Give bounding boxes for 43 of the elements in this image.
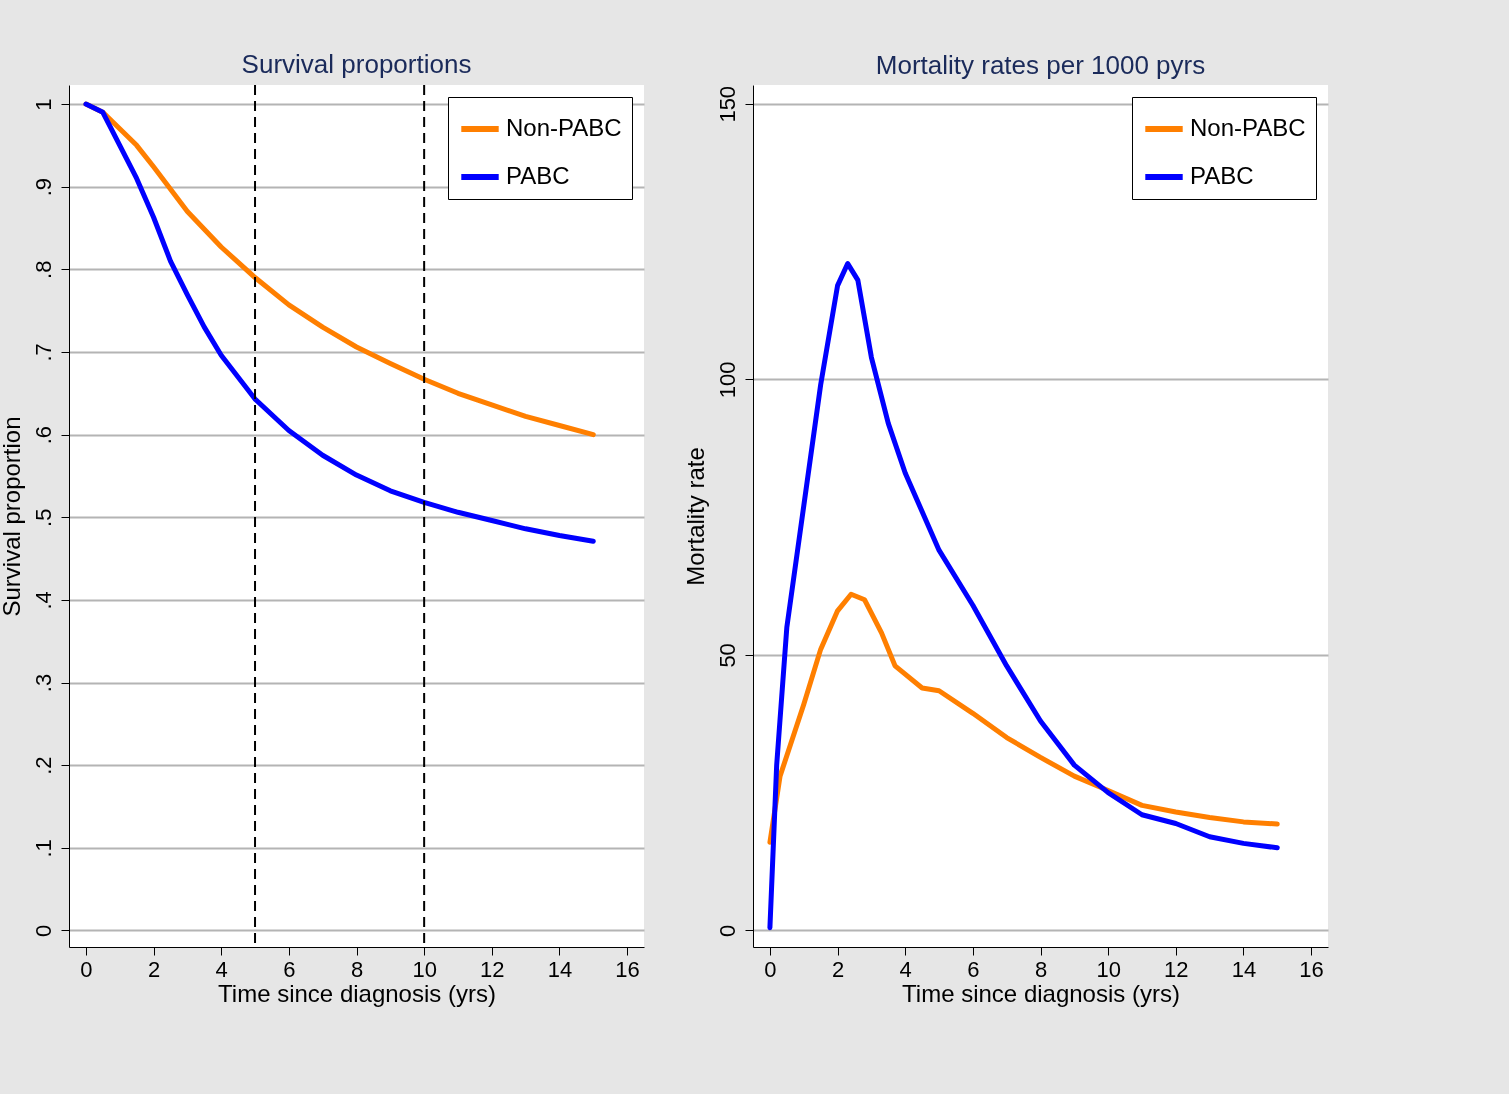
x-axis-title: Time since diagnosis (yrs) <box>902 979 1180 1007</box>
x-tick-label: 12 <box>480 956 505 982</box>
x-tick-label: 10 <box>1096 956 1121 982</box>
x-tick-label: 0 <box>80 956 93 982</box>
y-axis-title: Mortality rate <box>681 447 709 586</box>
legend-label: PABC <box>1190 162 1254 189</box>
y-tick-label: .1 <box>30 839 56 858</box>
x-tick-label: 8 <box>1034 956 1048 982</box>
x-tick-label: 10 <box>412 956 437 982</box>
y-tick-label: .6 <box>30 425 56 445</box>
y-tick-label: .8 <box>30 260 56 279</box>
x-tick-label: 2 <box>831 956 845 982</box>
y-tick-label: .9 <box>30 177 56 197</box>
x-tick-label: 4 <box>215 956 228 982</box>
chart-title: Survival proportions <box>241 49 472 79</box>
chart-title: Mortality rates per 1000 pyrs <box>875 50 1206 80</box>
y-tick-label: 50 <box>714 643 740 668</box>
y-tick-label: 100 <box>714 361 740 399</box>
y-tick-label: 0 <box>30 924 56 938</box>
y-tick-label: .2 <box>30 756 56 775</box>
y-axis-title: Survival proportion <box>0 416 25 617</box>
y-tick-label: 0 <box>714 924 740 938</box>
y-tick-label: .5 <box>30 508 56 527</box>
x-tick-label: 16 <box>615 956 640 982</box>
x-tick-label: 16 <box>1299 956 1324 982</box>
x-tick-label: 8 <box>350 956 364 982</box>
x-tick-label: 2 <box>147 956 161 982</box>
x-axis-title: Time since diagnosis (yrs) <box>218 979 496 1007</box>
x-tick-label: 4 <box>899 956 912 982</box>
x-tick-label: 6 <box>283 956 296 982</box>
x-tick-label: 14 <box>1231 956 1257 982</box>
y-tick-label: .7 <box>30 343 56 362</box>
y-tick-label: 1 <box>30 98 56 111</box>
legend-label: Non-PABC <box>1190 114 1306 141</box>
legend-label: PABC <box>506 162 570 189</box>
legend-label: Non-PABC <box>506 114 622 141</box>
y-tick-label: .3 <box>30 673 56 693</box>
x-tick-label: 12 <box>1164 956 1189 982</box>
y-tick-label: .4 <box>30 591 56 610</box>
y-tick-label: 150 <box>714 85 740 123</box>
x-tick-label: 14 <box>547 956 573 982</box>
x-tick-label: 0 <box>764 956 777 982</box>
x-tick-label: 6 <box>967 956 980 982</box>
